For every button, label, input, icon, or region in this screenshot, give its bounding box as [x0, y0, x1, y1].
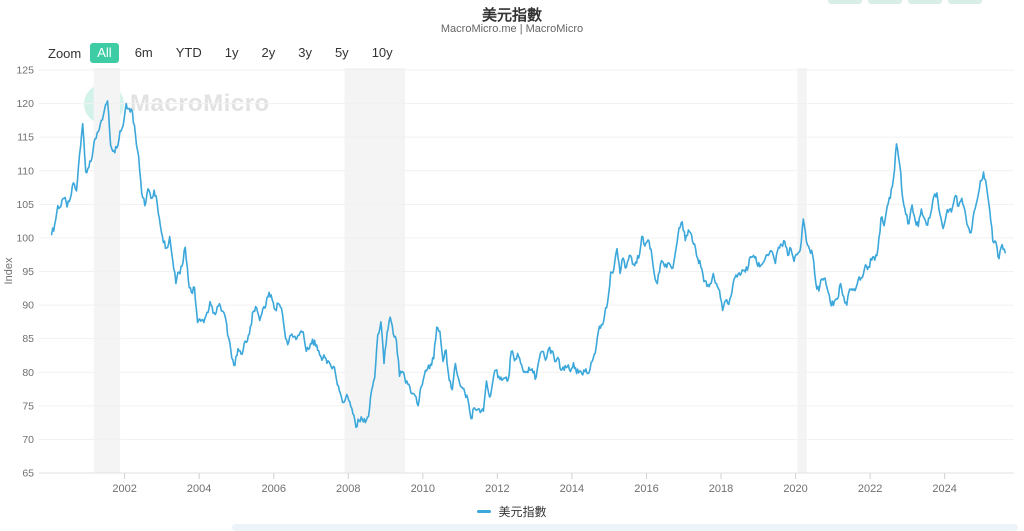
zoom-label: Zoom — [48, 45, 82, 61]
zoom-range-button-3y[interactable]: 3y — [291, 43, 319, 63]
x-axis-tick-label: 2010 — [411, 483, 435, 495]
x-axis-tick-label: 2008 — [336, 483, 360, 495]
y-axis-tick-label: 75 — [22, 400, 34, 412]
cropped-button-artifact — [908, 0, 942, 4]
y-axis-tick-label: 105 — [16, 199, 34, 211]
zoom-range-button-1y[interactable]: 1y — [218, 43, 246, 63]
y-axis-tick-label: 80 — [22, 367, 34, 379]
y-axis-tick-label: 115 — [17, 132, 34, 144]
x-axis-tick-label: 2016 — [634, 483, 658, 495]
x-axis-tick-label: 2022 — [858, 483, 882, 495]
zoom-range-button-5y[interactable]: 5y — [328, 43, 356, 63]
y-axis-tick-label: 85 — [22, 333, 34, 345]
zoom-range-button-all[interactable]: All — [90, 43, 119, 63]
zoom-range-button-6m[interactable]: 6m — [128, 43, 160, 63]
y-axis-tick-label: 100 — [16, 232, 34, 244]
y-axis-tick-label: 120 — [16, 98, 34, 110]
y-axis-tick-label: 110 — [17, 165, 34, 177]
zoom-toolbar: Zoom All 6m YTD 1y 2y 3y 5y 10y — [48, 43, 400, 63]
x-axis-tick-label: 2020 — [783, 483, 807, 495]
zoom-range-button-2y[interactable]: 2y — [254, 43, 282, 63]
page-title: 美元指數 — [481, 7, 542, 24]
x-axis-tick-label: 2006 — [261, 483, 285, 495]
x-axis-tick-label: 2018 — [709, 483, 733, 495]
cropped-button-artifact — [948, 0, 982, 4]
x-axis-tick-label: 2024 — [932, 483, 956, 495]
recession-band — [93, 68, 121, 473]
y-axis-tick-label: 90 — [22, 300, 34, 312]
y-axis-tick-label: 70 — [22, 434, 34, 446]
legend-series-label[interactable]: 美元指數 — [498, 505, 547, 519]
cropped-button-artifact — [828, 0, 862, 4]
cropped-button-artifact — [868, 0, 902, 4]
recession-band — [797, 68, 807, 473]
zoom-range-button-ytd[interactable]: YTD — [169, 43, 209, 63]
y-axis-title: Index — [3, 257, 15, 284]
chart-legend: 美元指數 — [0, 503, 1024, 520]
x-axis-tick-label: 2012 — [485, 483, 509, 495]
recession-band — [344, 68, 405, 473]
dollar-index-line-series[interactable] — [50, 100, 1006, 429]
x-axis-tick-label: 2004 — [187, 483, 211, 495]
x-axis-tick-label: 2014 — [560, 483, 584, 495]
y-axis-tick-label: 95 — [22, 266, 34, 278]
cropped-panel-artifact — [232, 524, 1018, 531]
chart-source-subtitle: MacroMicro.me | MacroMicro — [440, 23, 584, 35]
y-axis-tick-label: 125 — [16, 65, 34, 77]
legend-line-marker — [477, 510, 492, 513]
zoom-range-button-10y[interactable]: 10y — [365, 43, 400, 63]
x-axis-tick-label: 2002 — [112, 483, 136, 495]
y-axis-tick-label: 65 — [22, 468, 34, 480]
